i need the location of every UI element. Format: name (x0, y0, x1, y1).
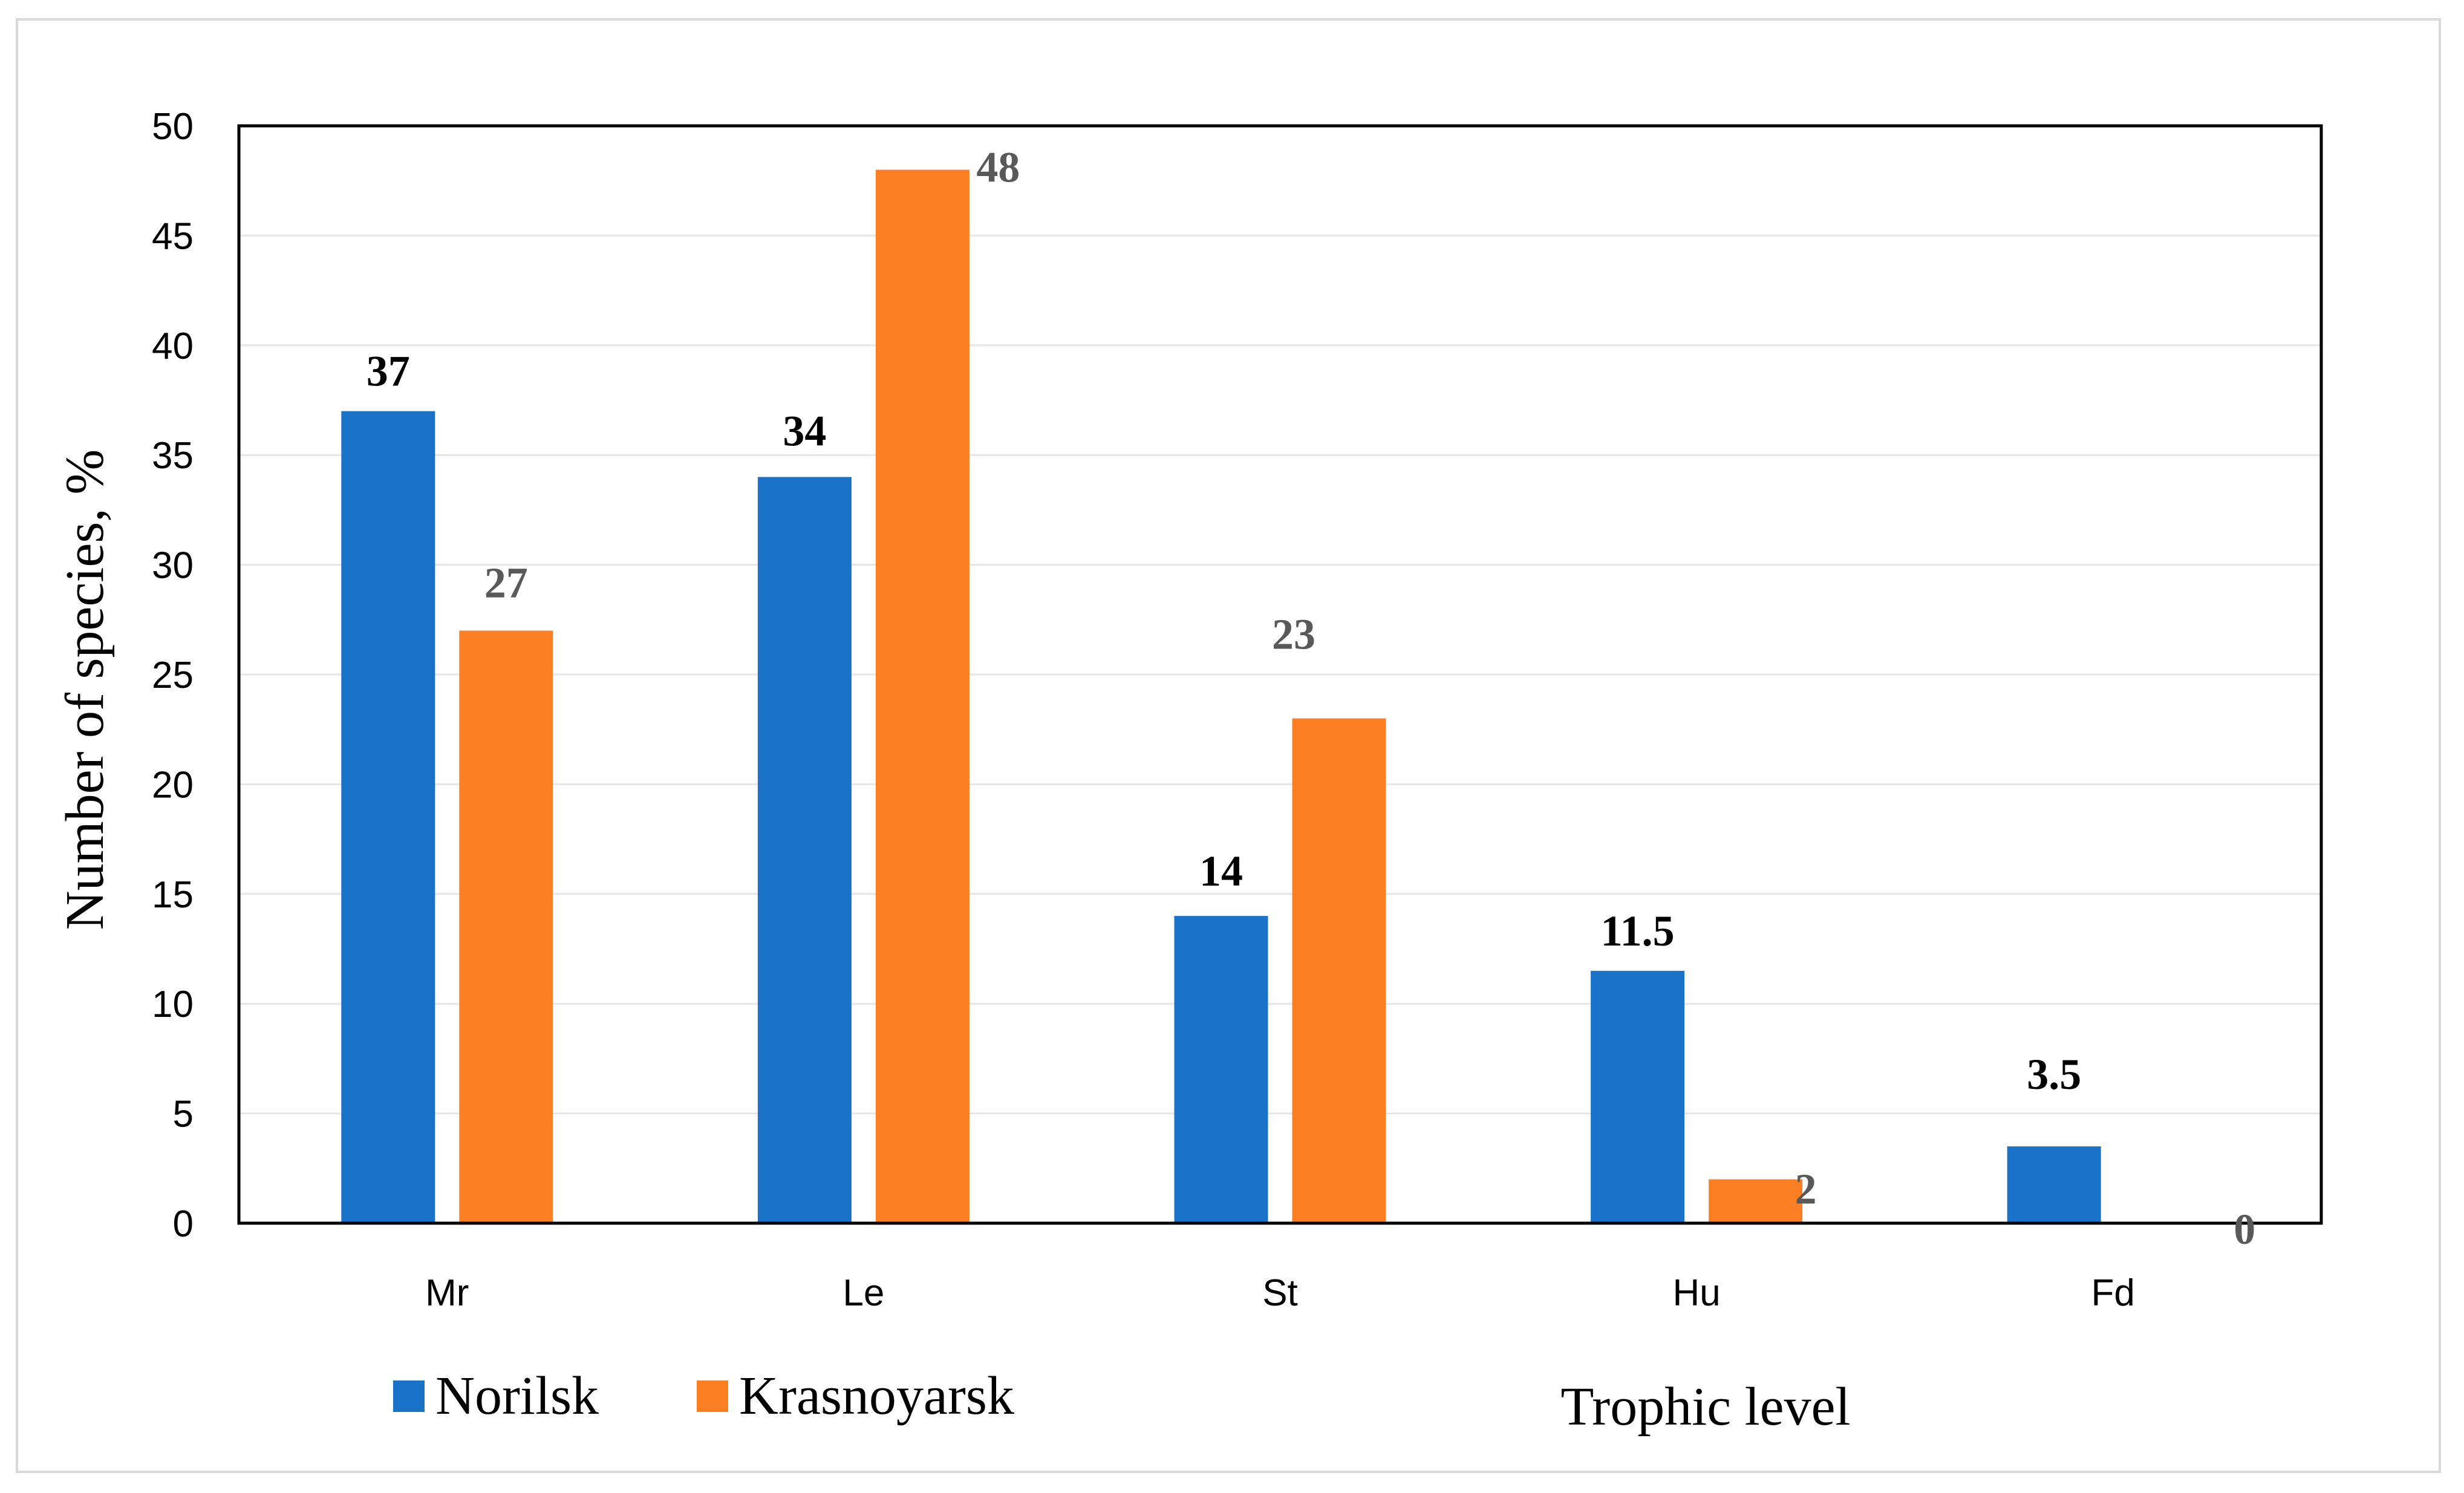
data-label-krasnoyarsk-hu: 2 (1795, 1165, 1817, 1213)
y-tick-label: 15 (152, 874, 194, 916)
bar-krasnoyarsk-st (1292, 718, 1386, 1223)
data-label-krasnoyarsk-le: 48 (976, 143, 1020, 192)
y-tick-label: 5 (173, 1094, 194, 1135)
y-tick-label: 25 (152, 655, 194, 696)
data-label-krasnoyarsk-mr: 27 (484, 558, 528, 607)
x-category-label: Mr (425, 1272, 469, 1314)
data-label-norilsk-mr: 37 (367, 347, 410, 396)
data-label-norilsk-st: 14 (1199, 847, 1243, 895)
x-category-label: Le (843, 1272, 884, 1314)
x-category-label: Fd (2091, 1272, 2135, 1314)
x-axis-title: Trophic level (1560, 1377, 1850, 1437)
x-category-label: St (1262, 1272, 1298, 1314)
y-tick-label: 35 (152, 435, 194, 477)
y-axis-title: Number of species, % (55, 449, 115, 930)
legend-swatch-norilsk (393, 1380, 425, 1412)
y-axis-ticks: 0 5 10 15 20 25 30 35 40 45 50 (152, 106, 194, 1245)
x-category-label: Hu (1672, 1272, 1720, 1314)
legend: Norilsk Krasnoyarsk (393, 1366, 1014, 1426)
data-label-norilsk-hu: 11.5 (1601, 907, 1675, 955)
legend-label-krasnoyarsk: Krasnoyarsk (739, 1366, 1014, 1426)
bar-norilsk-hu (1591, 970, 1685, 1223)
y-tick-label: 30 (152, 545, 194, 587)
data-label-norilsk-fd: 3.5 (2027, 1050, 2081, 1099)
y-tick-label: 0 (173, 1203, 194, 1245)
y-tick-label: 40 (152, 325, 194, 367)
bar-norilsk-le (757, 477, 852, 1223)
bar-krasnoyarsk-le (875, 169, 970, 1223)
bar-norilsk-fd (2007, 1146, 2101, 1223)
plot-area (237, 124, 2323, 1225)
bar-krasnoyarsk-mr (459, 630, 553, 1223)
gridlines (239, 234, 2321, 1115)
legend-label-norilsk: Norilsk (435, 1366, 599, 1426)
data-label-krasnoyarsk-fd: 0 (2234, 1205, 2255, 1253)
bar-krasnoyarsk-hu (1709, 1179, 1803, 1223)
data-labels: 37 27 34 48 14 23 11.5 2 3.5 0 (367, 143, 2255, 1253)
bar-norilsk-st (1174, 916, 1268, 1223)
y-tick-label: 45 (152, 215, 194, 257)
y-tick-label: 50 (152, 106, 194, 148)
legend-swatch-krasnoyarsk (697, 1380, 728, 1412)
x-axis-categories: Mr Le St Hu Fd (425, 1272, 2135, 1314)
bar-norilsk-mr (341, 411, 435, 1223)
data-label-norilsk-le: 34 (783, 407, 826, 455)
y-tick-label: 10 (152, 984, 194, 1025)
y-tick-label: 20 (152, 764, 194, 806)
bars (341, 169, 2101, 1223)
data-label-krasnoyarsk-st: 23 (1272, 610, 1315, 659)
